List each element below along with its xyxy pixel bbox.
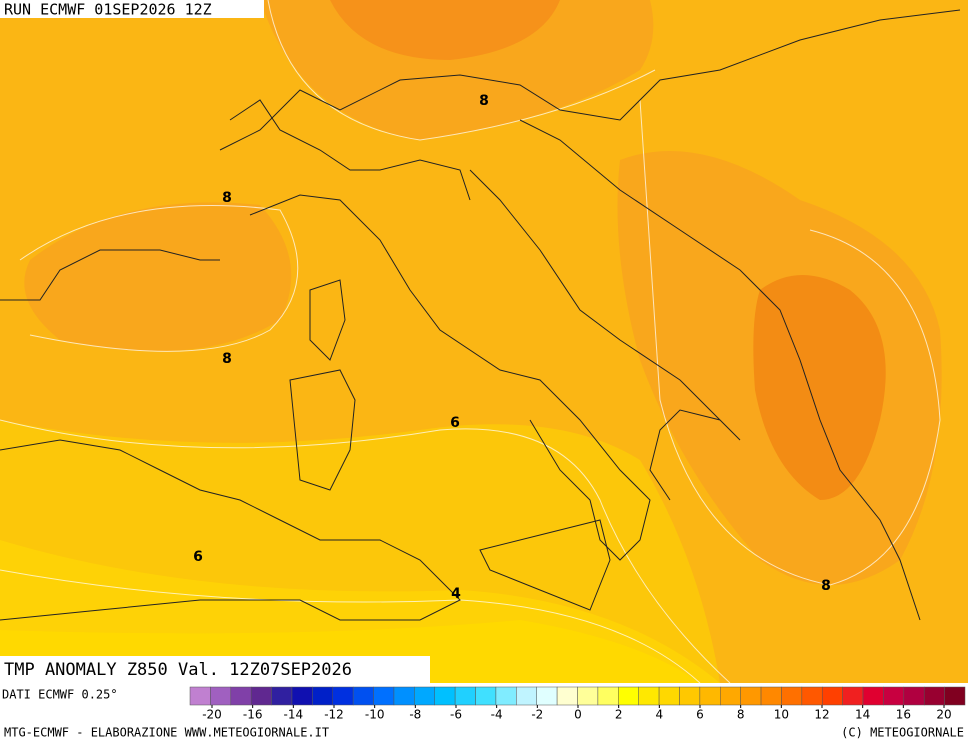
map (0, 0, 968, 684)
colorbar-tick-label: 14 (855, 708, 870, 722)
contour-label: 8 (222, 190, 232, 206)
colorbar-tick-label: 4 (656, 708, 664, 722)
color-box (842, 686, 864, 706)
color-box (638, 686, 660, 706)
color-box (821, 686, 843, 706)
color-box (516, 686, 537, 706)
color-box (903, 686, 925, 706)
color-box (556, 686, 578, 706)
contour-label: 8 (821, 578, 831, 594)
color-box (250, 686, 272, 706)
colorbar-tick-label: -14 (284, 708, 304, 722)
colorbar-tick-label: -8 (409, 708, 421, 722)
color-box (475, 686, 497, 706)
color-box (658, 686, 680, 706)
color-box (373, 686, 395, 706)
header-bg (0, 0, 264, 18)
colorbar-tick-label: -12 (324, 708, 344, 722)
color-box (393, 686, 415, 706)
colorbar-tick-label: -4 (491, 708, 503, 722)
colorbar-tick-label: 0 (574, 708, 582, 722)
color-box (536, 686, 558, 706)
colorbar: -20 -16 -14 -12 -10 -8 -6 -4 -2 0 2 4 6 8 10 12 14 16 20 (189, 686, 966, 722)
color-box (862, 686, 884, 706)
colorbar-tick-label: 8 (737, 708, 745, 722)
colorbar-tick-label: -20 (202, 708, 222, 722)
color-box (312, 686, 334, 706)
color-box (781, 686, 803, 706)
colorbar-tick-label: 16 (896, 708, 911, 722)
color-box (699, 686, 721, 706)
run-label: RUN ECMWF 01SEP2026 12Z (4, 1, 212, 19)
color-box (210, 686, 232, 706)
color-box (618, 686, 639, 706)
color-box (495, 686, 517, 706)
color-box (679, 686, 701, 706)
color-box (597, 686, 619, 706)
color-box (577, 686, 599, 706)
color-box (332, 686, 354, 706)
contour-label: 6 (193, 549, 203, 565)
footer-right: (C) METEOGIORNALE (841, 726, 964, 740)
color-box (454, 686, 476, 706)
color-box (189, 686, 211, 706)
color-box (434, 686, 456, 706)
title-bg (0, 656, 430, 683)
map-title: TMP ANOMALY Z850 Val. 12Z07SEP2026 (4, 660, 352, 680)
colorbar-tick-label: -2 (531, 708, 543, 722)
color-box (720, 686, 741, 706)
contour-label: 8 (479, 93, 489, 109)
color-box (923, 686, 945, 706)
color-box (801, 686, 823, 706)
colorbar-tick-label: -16 (243, 708, 263, 722)
color-box (230, 686, 252, 706)
colorbar-tick-label: 2 (615, 708, 623, 722)
color-box (352, 686, 374, 706)
color-box (883, 686, 905, 706)
colorbar-tick-label: -10 (365, 708, 385, 722)
contour-label: 4 (451, 586, 461, 602)
color-box (291, 686, 313, 706)
colorbar-tick-label: 20 (936, 708, 951, 722)
colorbar-tick-label: 12 (814, 708, 829, 722)
color-box (414, 686, 435, 706)
source-label: DATI ECMWF 0.25° (2, 688, 118, 702)
color-box (740, 686, 762, 706)
contour-label: 6 (450, 415, 460, 431)
colorbar-tick-label: 6 (696, 708, 704, 722)
contour-label: 8 (222, 351, 232, 367)
colorbar-tick-label: 10 (774, 708, 789, 722)
color-box (760, 686, 782, 706)
footer-left: MTG-ECMWF - ELABORAZIONE WWW.METEOGIORNA… (4, 726, 329, 740)
color-box (271, 686, 293, 706)
color-box (944, 686, 966, 706)
colorbar-tick-label: -6 (450, 708, 462, 722)
